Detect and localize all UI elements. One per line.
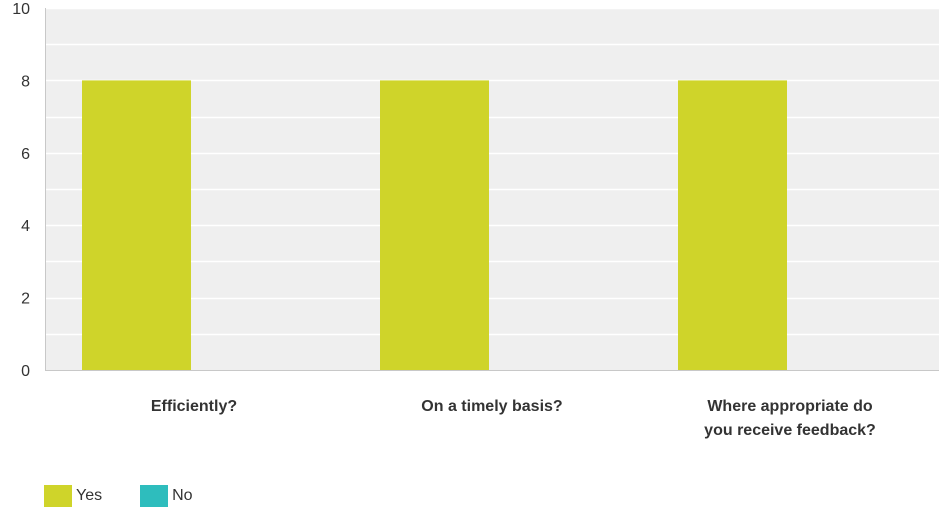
y-tick-label: 8 bbox=[21, 73, 30, 90]
y-tick-label: 2 bbox=[21, 291, 30, 308]
bar-yes bbox=[82, 80, 191, 371]
x-tick-label: On a timely basis? bbox=[421, 398, 562, 415]
x-axis-labels: Efficiently? On a timely basis? Where appr… bbox=[151, 398, 876, 439]
legend-swatch bbox=[140, 485, 169, 507]
x-tick-label: Efficiently? bbox=[151, 398, 237, 415]
bar-yes bbox=[678, 80, 787, 371]
bars bbox=[82, 80, 787, 371]
y-tick-label: 6 bbox=[21, 146, 30, 163]
gridlines bbox=[45, 7, 939, 336]
x-tick-label: you receive feedback? bbox=[704, 422, 876, 439]
y-tick-label: 4 bbox=[21, 218, 30, 235]
y-axis-ticks: 0 2 4 6 8 10 bbox=[12, 1, 30, 380]
legend: Yes No bbox=[44, 484, 231, 508]
legend-item-no[interactable]: No bbox=[140, 485, 193, 507]
legend-label: Yes bbox=[76, 487, 103, 504]
x-tick-label: Where appropriate do bbox=[707, 398, 873, 415]
legend-item-yes[interactable]: Yes bbox=[44, 485, 102, 507]
legend-label: No bbox=[172, 487, 193, 504]
y-tick-label: 0 bbox=[21, 363, 30, 380]
y-tick-label: 10 bbox=[12, 1, 30, 18]
legend-swatch bbox=[44, 485, 72, 507]
bar-yes bbox=[380, 80, 489, 371]
